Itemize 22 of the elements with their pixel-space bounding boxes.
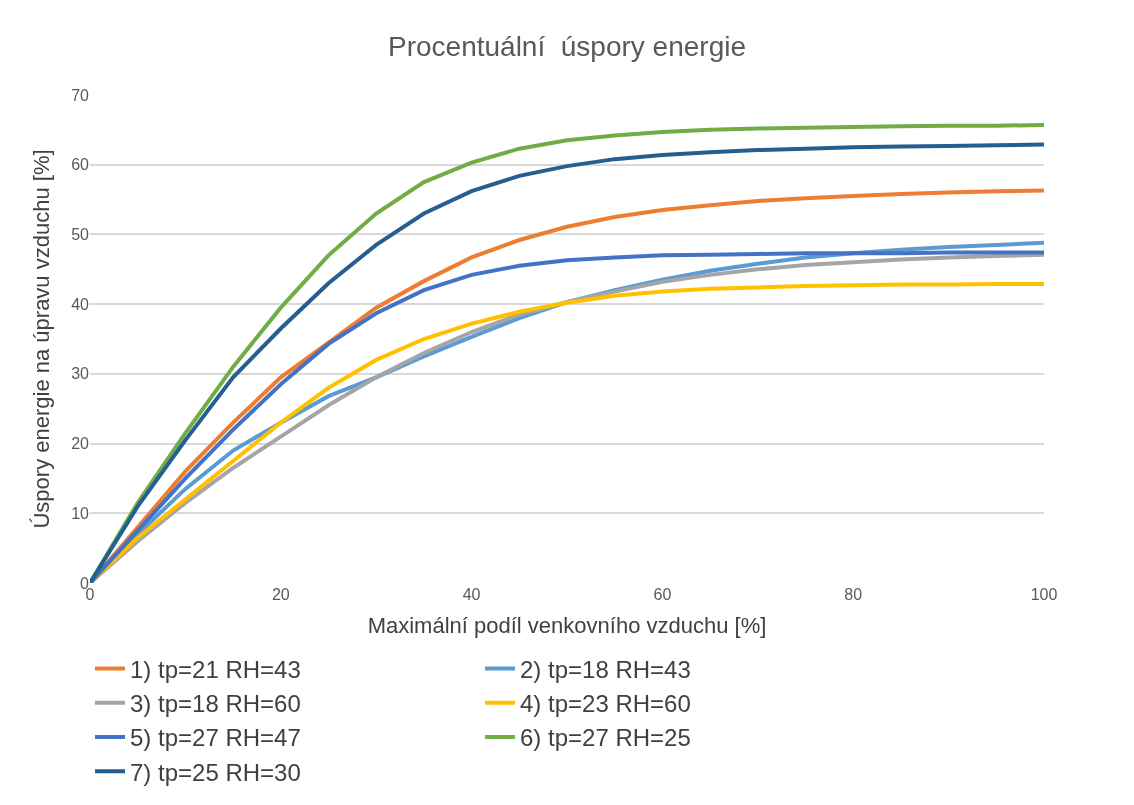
x-axis-title: Maximální podíl venkovního vzduchu [%]	[367, 612, 767, 638]
legend-label: 2) tp=18 RH=43	[520, 655, 691, 683]
legend-label: 1) tp=21 RH=43	[130, 655, 301, 683]
y-tick-label: 30	[71, 365, 90, 383]
y-tick-label: 40	[71, 295, 90, 313]
legend-label: 7) tp=25 RH=30	[130, 758, 301, 786]
y-tick-label: 20	[71, 435, 90, 453]
x-tick-label: 60	[653, 586, 672, 603]
chart-title: Procentuální úspory energie	[388, 30, 746, 62]
y-axis-title: Úspory energie na úpravu vzduchu [%]	[29, 149, 54, 529]
x-tick-label: 20	[271, 586, 290, 603]
legend-label: 6) tp=27 RH=25	[520, 724, 691, 752]
y-tick-label: 70	[71, 86, 90, 104]
y-tick-label: 60	[71, 156, 90, 174]
legend-label: 4) tp=23 RH=60	[520, 690, 691, 718]
legend-label: 5) tp=27 RH=47	[130, 724, 301, 752]
x-tick-label: 40	[462, 586, 481, 603]
x-tick-label: 80	[844, 586, 863, 603]
x-tick-label: 100	[1030, 586, 1058, 603]
y-tick-label: 50	[71, 226, 90, 244]
legend-label: 3) tp=18 RH=60	[130, 690, 301, 718]
y-tick-label: 10	[71, 504, 90, 522]
